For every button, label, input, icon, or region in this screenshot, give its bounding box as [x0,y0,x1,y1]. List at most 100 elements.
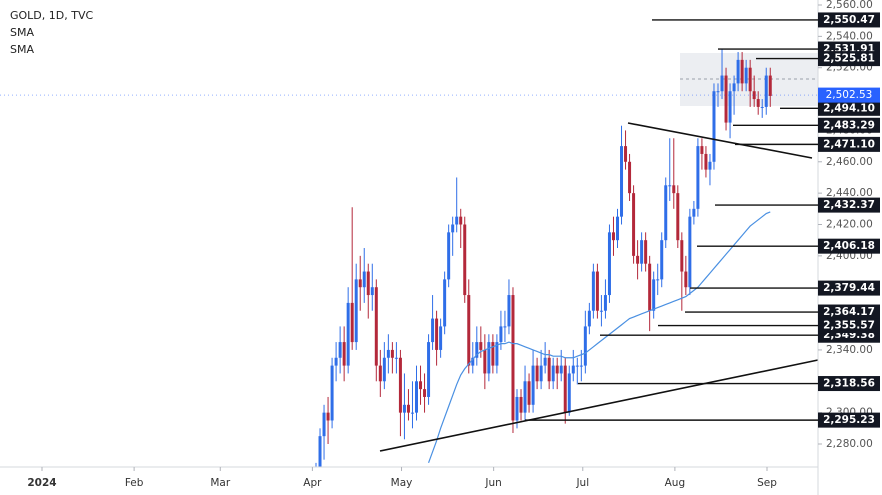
candle-body [551,365,555,382]
candle-body [459,216,463,225]
candle-body [326,412,330,421]
candle-body [636,255,640,264]
candle-body [350,302,354,343]
candle-body [676,193,680,241]
candle-body [700,146,704,154]
candle-body [607,232,611,296]
candle-body [539,365,543,382]
level-label: 2,550.47 [823,14,875,26]
x-tick-label: Sep [757,477,777,489]
x-tick-label: Mar [210,477,230,489]
candle-body [768,75,772,96]
level-label-box [818,197,880,213]
candle-body [624,146,628,162]
last-price-label: 2,502.53 [826,89,873,101]
level-label-box [818,376,880,392]
x-tick-label: May [391,477,413,489]
level-label-box [818,136,880,152]
candle-body [386,349,390,358]
candle-body [322,412,326,437]
candle-body [378,365,382,382]
candle-body [620,146,624,217]
candle-body [603,295,607,311]
level-label: 2,494.10 [823,102,875,114]
candle-body [559,365,563,374]
candle-body [555,365,559,374]
candle-body [547,357,551,382]
level-label: 2,406.18 [823,240,875,252]
candle-body [483,349,487,374]
candle-body [515,396,519,421]
level-label: 2,432.37 [823,199,875,211]
candle-body [511,295,515,421]
support-trendline [379,359,819,452]
candle-body [644,240,648,264]
candle-body [415,381,418,413]
y-tick-label: 2,420.00 [826,219,873,231]
candle-body [716,91,720,93]
candle-body [628,161,632,194]
candle-body [535,365,539,382]
candle-body [394,357,398,359]
candle-body [752,91,756,100]
candle-body [382,357,386,382]
candle-body [370,287,374,296]
candle-body [708,161,712,170]
candle-body [704,153,708,170]
candle-body [455,216,459,225]
candle-body [479,342,483,350]
level-label: 2,364.17 [823,306,875,318]
candle-body [495,342,499,366]
level-label-box [818,51,880,67]
candle-body [732,83,736,92]
level-label-box [818,304,880,320]
candle-body [443,279,447,327]
sma-line [427,211,771,464]
candle-body [728,91,732,123]
candle-body [499,326,503,343]
indicator-label: SMA [10,43,34,56]
indicator-label: SMA [10,26,34,39]
candle-body [334,357,338,366]
x-tick-label: Apr [303,477,322,489]
candle-body [427,342,431,397]
candle-body [374,287,378,366]
candle-body [664,185,668,241]
candle-body [672,185,676,194]
plot [0,48,818,467]
candle-body [720,75,724,92]
level-label: 2,295.23 [823,414,875,426]
candle-body [648,263,652,311]
y-tick-label: 2,540.00 [826,30,873,42]
candle-body [736,59,740,84]
candle-body [523,381,527,413]
candle-body [712,91,716,162]
candle-body [342,342,346,366]
candle-body [696,146,700,209]
level-label-box [818,100,880,116]
candle-body [527,381,531,405]
candle-body [543,357,547,366]
candle-body [640,240,644,264]
x-tick-label: Jun [484,477,501,489]
candle-body [491,342,495,366]
candle-body [406,404,410,413]
candle-body [503,326,507,328]
candle-body [744,67,748,84]
candle-body [362,271,366,288]
candle-body [471,357,475,366]
y-tick-label: 2,340.00 [826,344,873,356]
candle-body [487,342,491,374]
level-label: 2,483.29 [823,119,875,131]
candle-body [611,232,615,241]
candle-body [519,396,523,413]
level-label: 2,379.44 [823,282,875,294]
level-label-box [818,412,880,428]
candle-body [410,412,414,414]
candle-body [684,271,688,288]
price-axis: 2,280.002,300.002,320.002,340.002,360.00… [818,0,880,450]
resistance-trendline [627,122,813,159]
candle-body [402,404,406,413]
candle-body [571,365,575,374]
